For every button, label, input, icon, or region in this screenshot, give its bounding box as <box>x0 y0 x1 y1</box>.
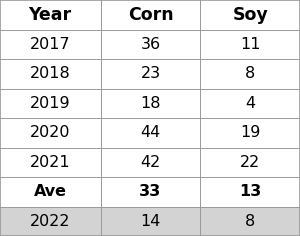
Text: 4: 4 <box>245 96 255 111</box>
Text: Soy: Soy <box>232 6 268 24</box>
Bar <box>0 88 300 118</box>
Text: 11: 11 <box>240 37 260 52</box>
Bar <box>0 0 300 30</box>
Text: 33: 33 <box>139 184 162 199</box>
Text: 36: 36 <box>140 37 160 52</box>
Text: Ave: Ave <box>34 184 67 199</box>
Text: 2021: 2021 <box>30 155 70 170</box>
Text: 2017: 2017 <box>30 37 70 52</box>
Text: Year: Year <box>29 6 72 24</box>
Text: 18: 18 <box>140 96 161 111</box>
Text: Corn: Corn <box>128 6 173 24</box>
Text: 23: 23 <box>140 66 160 81</box>
Bar <box>0 177 300 206</box>
Text: 44: 44 <box>140 125 160 140</box>
Bar <box>0 206 300 236</box>
Text: 13: 13 <box>239 184 261 199</box>
Text: 2020: 2020 <box>30 125 70 140</box>
Bar <box>0 59 300 88</box>
Text: 14: 14 <box>140 214 160 229</box>
Text: 42: 42 <box>140 155 160 170</box>
Text: 2019: 2019 <box>30 96 70 111</box>
Bar <box>0 30 300 59</box>
Text: 8: 8 <box>245 214 255 229</box>
Bar <box>0 148 300 177</box>
Text: 8: 8 <box>245 66 255 81</box>
Text: 2018: 2018 <box>30 66 70 81</box>
Text: 22: 22 <box>240 155 260 170</box>
Bar <box>0 118 300 148</box>
Text: 19: 19 <box>240 125 260 140</box>
Text: 2022: 2022 <box>30 214 70 229</box>
